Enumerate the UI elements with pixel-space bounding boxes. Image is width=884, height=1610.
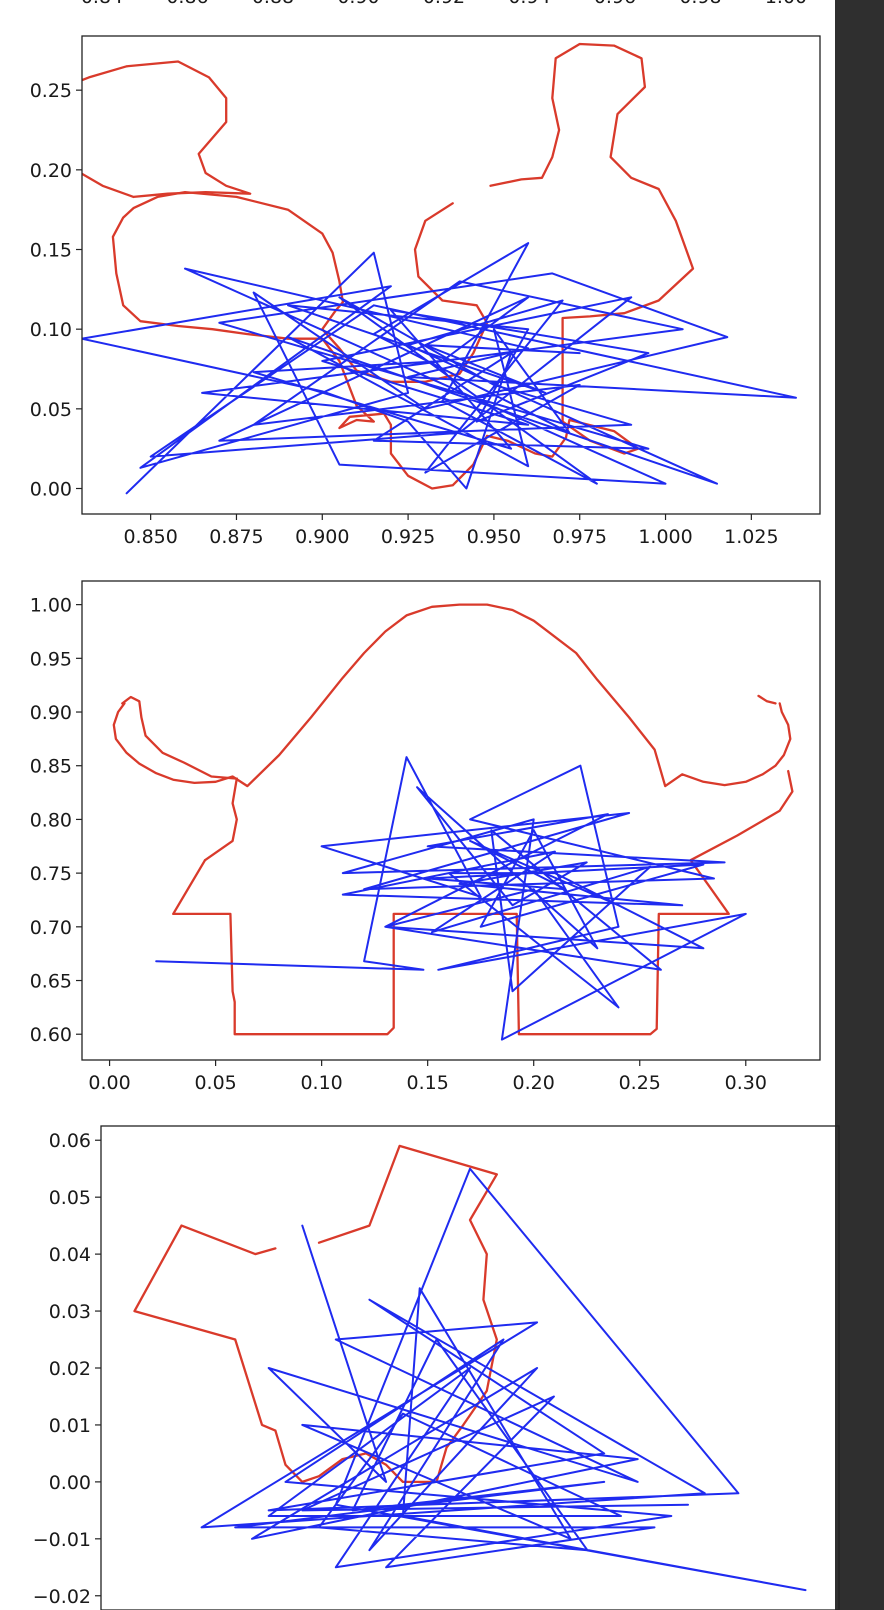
trajectory-line [155, 756, 747, 1041]
x-tick-label: 0.925 [381, 526, 435, 548]
y-tick-label: 0.80 [30, 809, 72, 831]
chart-top: 0.00 0.05 0.10 0.15 0.20 0.25 0.850 0.875 0.900 0… [30, 35, 821, 548]
axes-frame [81, 580, 821, 1061]
y-tick-label: −0.01 [33, 1529, 91, 1551]
target-shape-line [121, 695, 238, 780]
x-tick-label: 1.000 [638, 526, 692, 548]
target-shape-line [382, 42, 695, 490]
cut-tick-label: 0.84 [81, 0, 123, 8]
y-tick-label: 0.90 [30, 702, 72, 724]
x-tick-label: 0.15 [407, 1072, 449, 1094]
y-tick-label: 0.02 [49, 1358, 91, 1380]
x-tick-label: 0.950 [467, 526, 521, 548]
x-tick-label: 0.25 [619, 1072, 661, 1094]
x-tick-label: 1.025 [724, 526, 778, 548]
trajectory-line [200, 1167, 807, 1592]
y-tick-label: 0.10 [30, 319, 72, 341]
cut-tick-label: 0.90 [337, 0, 379, 8]
y-tick-label: 1.00 [30, 595, 72, 617]
cut-tick-label: 0.86 [166, 0, 208, 8]
x-tick-label: 0.875 [209, 526, 263, 548]
y-tick-label: 0.65 [30, 971, 72, 993]
x-tick-label: 0.900 [295, 526, 349, 548]
trajectory-line [82, 242, 797, 495]
y-tick-label: 0.03 [49, 1301, 91, 1323]
y-tick-label: 0.04 [49, 1244, 91, 1266]
plot-area [82, 42, 797, 495]
x-tick-label: 0.00 [88, 1072, 130, 1094]
y-tick-label: 0.06 [49, 1130, 91, 1152]
x-tick-label: 0.30 [725, 1072, 767, 1094]
dark-side-panel-lower [870, 1110, 884, 1610]
cut-tick-label: 0.98 [679, 0, 721, 8]
chart-middle: 0.60 0.65 0.70 0.75 0.80 0.85 0.90 0.95 1.00 0.00… [30, 580, 821, 1094]
y-tick-label: 0.05 [30, 399, 72, 421]
y-tick-label: 0.75 [30, 863, 72, 885]
x-tick-label: 0.850 [123, 526, 177, 548]
y-tick-label: 0.00 [30, 479, 72, 501]
y-tick-label: 0.60 [30, 1024, 72, 1046]
cut-tick-label: 1.00 [765, 0, 807, 8]
target-shape-line [111, 190, 489, 430]
cut-off-axis-labels: 0.84 0.86 0.88 0.90 0.92 0.94 0.96 0.98 1.00 [81, 0, 807, 8]
y-tick-label: 0.25 [30, 80, 72, 102]
chart-bottom: −0.02 −0.01 0.00 0.01 0.02 0.03 0.04 0.05 0.06 [33, 1125, 840, 1610]
y-tick-label: 0.95 [30, 648, 72, 670]
cut-tick-label: 0.96 [594, 0, 636, 8]
y-tick-label: 0.01 [49, 1415, 91, 1437]
target-shape-line [133, 1144, 498, 1484]
target-shape-line [203, 777, 238, 862]
plot-area [133, 1144, 807, 1592]
axes-frame [81, 35, 821, 515]
target-shape-line [172, 769, 794, 1036]
x-tick-label: 0.975 [553, 526, 607, 548]
target-shape-line [757, 694, 777, 705]
target-shape-line [82, 60, 252, 199]
cut-tick-label: 0.92 [423, 0, 465, 8]
y-tick-label: 0.00 [49, 1472, 91, 1494]
y-tick-label: 0.15 [30, 240, 72, 262]
y-tick-label: 0.05 [49, 1187, 91, 1209]
cut-tick-label: 0.94 [508, 0, 550, 8]
y-tick-label: 0.85 [30, 756, 72, 778]
x-tick-label: 0.05 [194, 1072, 236, 1094]
plot-area [112, 603, 794, 1041]
y-tick-label: 0.70 [30, 917, 72, 939]
cut-tick-label: 0.88 [252, 0, 294, 8]
target-shape-line [112, 603, 792, 788]
x-tick-label: 0.20 [513, 1072, 555, 1094]
y-tick-label: −0.02 [33, 1586, 91, 1608]
x-tick-label: 0.10 [300, 1072, 342, 1094]
y-tick-label: 0.20 [30, 160, 72, 182]
